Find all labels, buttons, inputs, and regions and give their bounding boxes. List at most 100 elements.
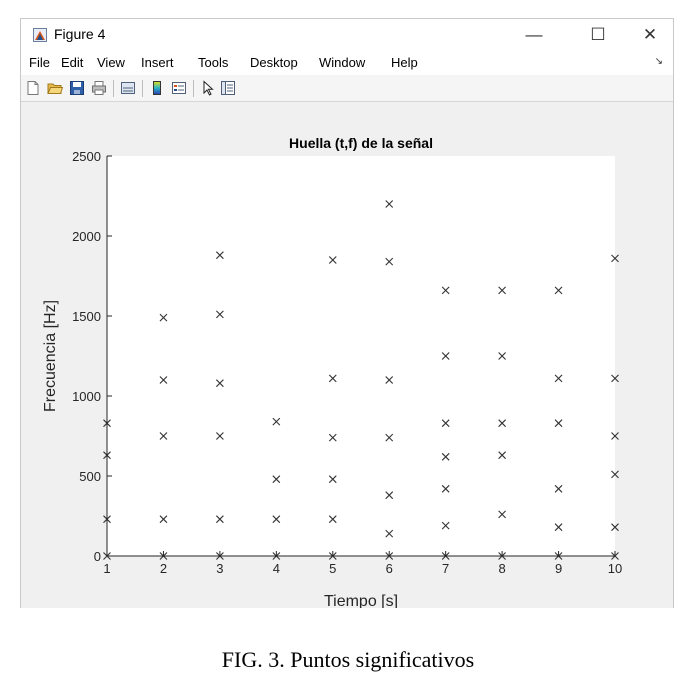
figure-toolbar (21, 75, 673, 102)
data-point (611, 254, 619, 263)
data-point (441, 484, 450, 493)
minimize-button[interactable]: — (511, 19, 557, 51)
menu-desktop[interactable]: Desktop (250, 55, 298, 70)
data-point (272, 475, 281, 484)
minimize-icon: — (525, 25, 543, 44)
data-point (159, 432, 168, 440)
data-point (272, 417, 281, 426)
y-tick-label: 1500 (72, 309, 101, 324)
data-point (328, 256, 337, 264)
data-point (554, 286, 563, 295)
data-point (215, 432, 224, 440)
data-point (554, 419, 563, 428)
open-file-icon[interactable] (47, 80, 63, 96)
data-point (498, 510, 507, 519)
toolbar-separator (142, 80, 143, 97)
close-button[interactable]: ✕ (627, 19, 673, 51)
maximize-icon: ☐ (590, 25, 606, 44)
axis-ticks: 1 2 3 4 5 6 7 8 9 10 0 500 1000 1500 2000 2500 (72, 149, 622, 576)
y-tick-label: 0 (94, 549, 101, 564)
x-tick-label: 1 (103, 561, 110, 576)
data-point (498, 352, 507, 360)
data-point (272, 515, 281, 524)
title-bar[interactable]: Figure 4 — ☐ ✕ (21, 19, 673, 51)
y-tick-label: 2500 (72, 149, 101, 164)
data-point (159, 515, 168, 524)
data-point (554, 523, 563, 532)
data-points (103, 200, 619, 560)
menu-tools[interactable]: Tools (198, 55, 229, 70)
menu-window[interactable]: Window (319, 55, 366, 70)
x-tick-label: 7 (442, 561, 449, 576)
data-point (611, 523, 619, 532)
x-tick-label: 3 (216, 561, 223, 576)
insert-colorbar-icon[interactable] (149, 80, 165, 96)
menu-file[interactable]: File (29, 55, 50, 70)
data-point (385, 376, 394, 384)
data-point (441, 286, 450, 295)
data-point (498, 286, 507, 295)
menu-edit[interactable]: Edit (61, 55, 84, 70)
save-icon[interactable] (69, 80, 85, 96)
data-point (328, 515, 337, 524)
data-point (441, 419, 450, 428)
data-point (554, 374, 563, 383)
x-tick-label: 4 (273, 561, 280, 576)
data-point (215, 379, 224, 388)
menu-view[interactable]: View (97, 55, 125, 70)
x-tick-label: 8 (498, 561, 505, 576)
data-point (385, 529, 394, 538)
data-point (498, 419, 507, 428)
y-tick-label: 1000 (72, 389, 101, 404)
x-axis-label: Tiempo [s] (324, 593, 398, 608)
x-tick-label: 2 (160, 561, 167, 576)
toolbar-separator (193, 80, 194, 97)
data-point (554, 484, 563, 493)
data-point (385, 200, 394, 208)
data-point (215, 310, 224, 319)
figure-canvas: Huella (t,f) de la señal Tiempo [s] Frec… (21, 102, 673, 608)
data-point (385, 433, 394, 442)
data-point (441, 521, 450, 530)
x-tick-label: 6 (386, 561, 393, 576)
dock-arrow-icon[interactable]: ↘ (654, 56, 663, 67)
figure-window: Figure 4 — ☐ ✕ File Edit View Insert Too… (20, 18, 674, 608)
data-point (159, 313, 168, 322)
print-icon[interactable] (91, 80, 107, 96)
data-point (441, 352, 450, 360)
data-point (611, 374, 619, 383)
new-figure-icon[interactable] (25, 80, 41, 96)
data-point (611, 432, 619, 440)
chart-title: Huella (t,f) de la señal (289, 135, 433, 151)
edit-plot-pointer-icon[interactable] (200, 80, 216, 96)
figure-caption: FIG. 3. Puntos significativos (221, 647, 475, 672)
property-inspector-icon[interactable] (220, 80, 236, 96)
data-point (385, 491, 394, 500)
data-point (441, 452, 450, 461)
data-point (611, 470, 619, 479)
link-plot-icon[interactable] (120, 80, 136, 96)
data-point (385, 257, 394, 266)
toolbar-separator (113, 80, 114, 97)
data-point (328, 475, 337, 484)
menu-help[interactable]: Help (391, 55, 418, 70)
y-tick-label: 2000 (72, 229, 101, 244)
insert-legend-icon[interactable] (171, 80, 187, 96)
y-tick-label: 500 (79, 469, 101, 484)
x-tick-label: 9 (555, 561, 562, 576)
data-point (328, 374, 337, 383)
window-title: Figure 4 (54, 26, 106, 42)
y-axis-label: Frecuencia [Hz] (42, 300, 59, 412)
close-icon: ✕ (642, 25, 658, 44)
data-point (215, 515, 224, 524)
data-point (328, 433, 337, 442)
data-point (215, 251, 224, 260)
maximize-button[interactable]: ☐ (575, 19, 621, 51)
data-point (159, 376, 168, 384)
data-point (498, 451, 507, 460)
x-tick-label: 10 (608, 561, 622, 576)
matlab-figure-icon (33, 28, 47, 42)
axes-background (107, 156, 615, 556)
menu-insert[interactable]: Insert (141, 55, 174, 70)
x-tick-label: 5 (329, 561, 336, 576)
